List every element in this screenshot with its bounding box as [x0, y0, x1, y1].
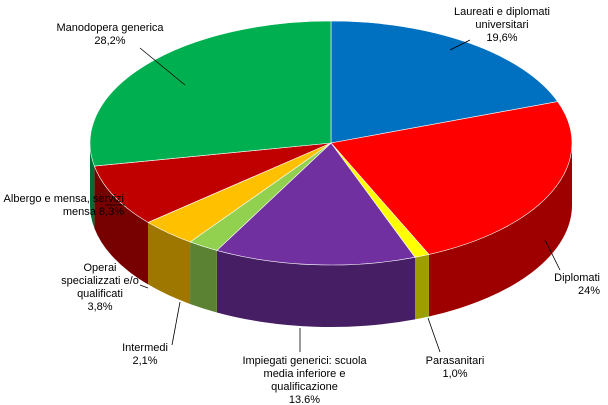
- pie-slice: [330, 101, 573, 255]
- value-label: 28,2%: [94, 35, 126, 47]
- leader-line: [171, 301, 181, 346]
- category-label: Manodopera generica: [56, 22, 164, 34]
- pie-slice-side: [90, 143, 95, 229]
- category-label: Impiegati generici: scuola media inferio…: [242, 355, 367, 393]
- value-label: 3,8%: [87, 301, 113, 313]
- leader-line: [449, 39, 471, 51]
- slice-label: Impiegati generici: scuola media inferio…: [232, 355, 377, 405]
- pie-slice-side: [148, 222, 191, 304]
- leader-lines: [105, 39, 561, 353]
- value-label: 2,1%: [132, 355, 158, 367]
- slice-label: Parasanitari 1,0%: [415, 355, 495, 381]
- slice-label: Albergo e mensa, servizi mensa 8,3%: [2, 193, 124, 219]
- slice-label: Diplomati 24%: [530, 272, 600, 298]
- pie-slice-side: [94, 166, 149, 285]
- pie-tops: [89, 20, 573, 266]
- leader-line: [139, 284, 149, 289]
- pie-slice-side: [216, 250, 415, 327]
- slice-label: Operai specializzati e/o qualificati 3,8%: [60, 262, 140, 314]
- leader-line: [544, 239, 561, 271]
- value-label: 13.6%: [288, 394, 321, 405]
- category-label: Albergo e mensa, servizi mensa: [3, 193, 124, 218]
- value-label: 19,6%: [486, 32, 518, 44]
- pie-slice-side: [428, 143, 572, 317]
- category-label: Parasanitari: [425, 355, 485, 367]
- leader-line: [139, 47, 186, 86]
- pie-slice: [93, 142, 332, 223]
- pie-walls: [90, 143, 572, 327]
- value-label: 8,3%: [98, 206, 124, 218]
- leader-line: [427, 317, 441, 353]
- slice-label: Intermedi 2,1%: [115, 342, 175, 368]
- pie-slice-side: [190, 241, 217, 313]
- value-label: 1,0%: [442, 368, 468, 380]
- pie-slice-side: [414, 254, 429, 320]
- category-label: Diplomati: [554, 272, 600, 284]
- category-label: Laureati e diplomati universitari: [453, 6, 550, 31]
- category-label: Intermedi: [122, 342, 168, 354]
- value-label: 24%: [577, 285, 600, 297]
- pie-slice: [89, 20, 332, 167]
- pie-slice: [330, 20, 559, 144]
- pie-slice: [216, 142, 416, 266]
- slice-label: Manodopera generica 28,2%: [45, 22, 175, 48]
- category-label: Operai specializzati e/o qualificati: [61, 262, 139, 300]
- slice-label: Laureati e diplomati universitari 19,6%: [432, 6, 572, 45]
